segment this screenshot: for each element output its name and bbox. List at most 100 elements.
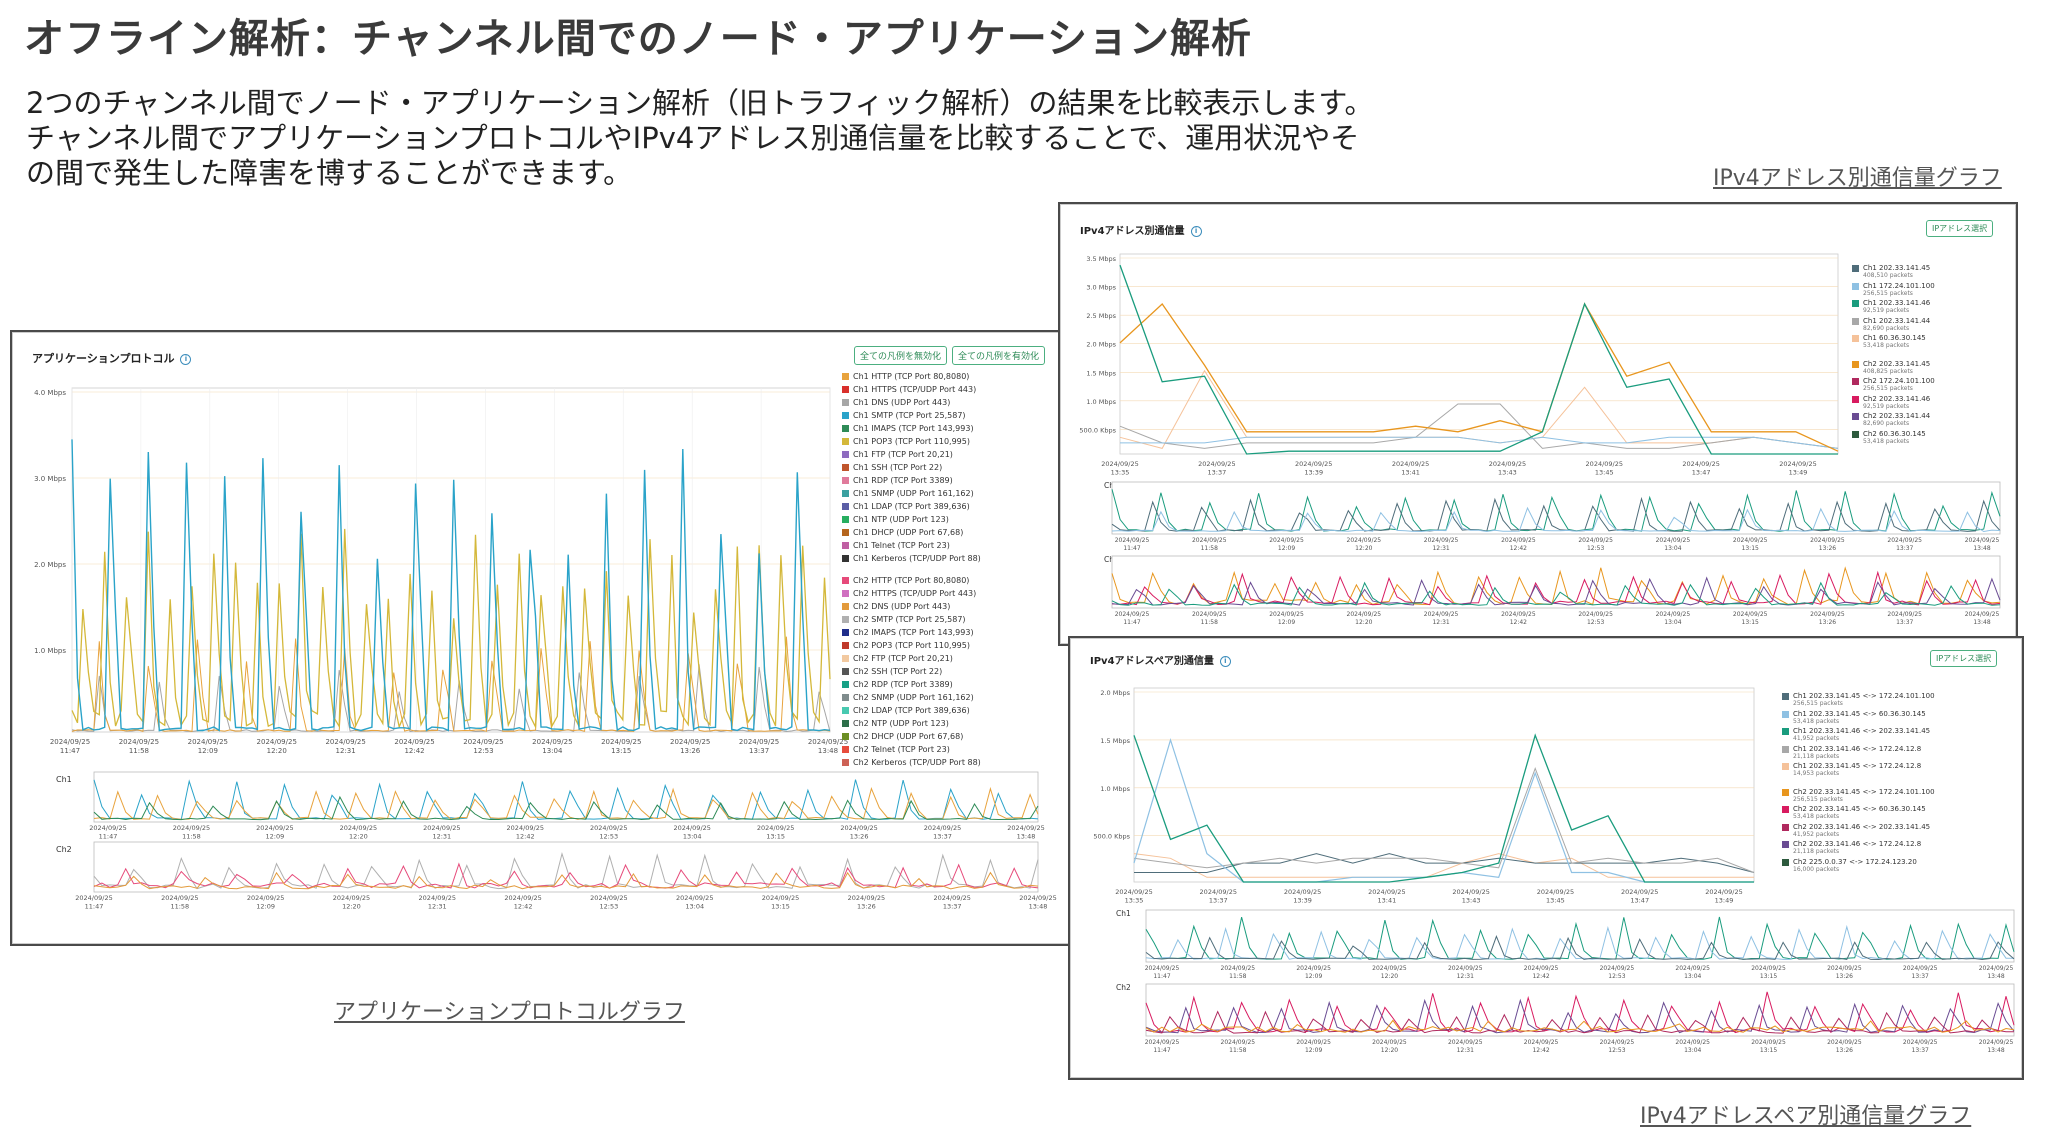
legend-item[interactable]: Ch1 SMTP (TCP Port 25,587) [842,411,981,424]
ch1-mini-x-tick-time-label: 13:26 [1819,545,1836,552]
ch1-mini-x-tick-time-label: 11:47 [99,833,118,841]
ch2-mini-x-tick-time-label: 13:15 [1760,1047,1777,1054]
legend-item[interactable]: Ch1 172.24.101.100 256,515 packets [1852,282,1935,300]
caption-app-graph: アプリケーションプロトコルグラフ [334,1000,685,1025]
ch1-mini-x-tick-time-label: 11:47 [1123,545,1140,552]
legend-item[interactable]: Ch1 IMAPS (TCP Port 143,993) [842,424,981,437]
ch2-mini-x-tick-date-label: 2024/09/25 [1448,1039,1483,1046]
legend-item[interactable]: Ch2 225.0.0.37 <-> 172.24.123.20 16,000 p… [1782,858,1935,876]
ch2-mini-x-tick-date-label: 2024/09/25 [1424,611,1459,618]
legend-item[interactable]: Ch1 RDP (TCP Port 3389) [842,476,981,489]
legend-item[interactable]: Ch1 202.33.141.46 <-> 172.24.12.8 21,118 … [1782,745,1935,763]
legend-swatch [1782,806,1789,813]
legend-item[interactable]: Ch2 DHCP (UDP Port 67,68) [842,732,981,745]
legend-item[interactable]: Ch2 202.33.141.46 <-> 202.33.141.45 41,95… [1782,823,1935,841]
legend-swatch [1852,378,1859,385]
caption-pair-graph: IPv4アドレスペア別通信量グラフ [1640,1104,1972,1129]
info-icon[interactable]: i [1219,655,1231,667]
legend-label: Ch1 POP3 (TCP Port 110,995) [853,437,970,446]
legend-item[interactable]: Ch2 Telnet (TCP Port 23) [842,745,981,758]
ch1-mini-x-tick-time-label: 12:09 [1278,545,1295,552]
ch2-mini-x-tick-date-label: 2024/09/25 [1115,611,1150,618]
legend-item[interactable]: Ch2 POP3 (TCP Port 110,995) [842,641,981,654]
pair-x-tick-date-label: 2024/09/25 [1284,888,1321,896]
legend-item[interactable]: Ch2 SSH (TCP Port 22) [842,667,981,680]
legend-item[interactable]: Ch1 202.33.141.45 <-> 60.36.30.145 53,418… [1782,710,1935,728]
legend-item[interactable]: Ch2 NTP (UDP Port 123) [842,719,981,732]
legend-item[interactable]: Ch2 HTTP (TCP Port 80,8080) [842,576,981,589]
legend-item[interactable]: Ch1 202.33.141.46 92,519 packets [1852,299,1935,317]
ch2-mini-x-tick-date-label: 2024/09/25 [590,894,627,902]
legend-item[interactable]: Ch2 RDP (TCP Port 3389) [842,680,981,693]
legend-item[interactable]: Ch2 202.33.141.45 <-> 172.24.101.100 256,… [1782,788,1935,806]
legend-item[interactable]: Ch1 POP3 (TCP Port 110,995) [842,437,981,450]
legend-label: Ch1 HTTPS (TCP/UDP Port 443) [853,385,977,394]
legend-label: Ch1 Telnet (TCP Port 23) [853,541,950,550]
legend-item[interactable]: Ch1 LDAP (TCP Port 389,636) [842,502,981,515]
ch2-mini-series-line [93,871,1039,890]
ch2-mini-x-tick-time-label: 13:48 [1987,1047,2004,1054]
legend-item[interactable]: Ch2 LDAP (TCP Port 389,636) [842,706,981,719]
legend-item[interactable]: Ch2 SMTP (TCP Port 25,587) [842,615,981,628]
ipv4-x-tick-date-label: 2024/09/25 [1392,460,1429,468]
legend-label: Ch2 172.24.101.100 256,515 packets [1863,377,1935,392]
ch2-mini-x-tick-date-label: 2024/09/25 [1019,894,1056,902]
legend-item[interactable]: Ch2 HTTPS (TCP/UDP Port 443) [842,589,981,602]
legend-item[interactable]: Ch1 Telnet (TCP Port 23) [842,541,981,554]
ip-select-button[interactable]: IPアドレス選択 [1930,650,1998,667]
legend-item[interactable]: Ch1 202.33.141.45 <-> 172.24.101.100 256,… [1782,692,1935,710]
ch2-mini-x-tick-time-label: 12:31 [428,903,447,911]
app-legend: Ch1 HTTP (TCP Port 80,8080) Ch1 HTTPS (TC… [842,372,981,771]
ch1-mini-x-tick-time-label: 12:42 [516,833,535,841]
legend-label: Ch1 202.33.141.45 <-> 172.24.12.8 14,953 … [1793,762,1922,777]
legend-item[interactable]: Ch2 FTP (TCP Port 20,21) [842,654,981,667]
ch2-mini-x-tick-time-label: 11:47 [1123,619,1140,626]
legend-item[interactable]: Ch2 202.33.141.46 92,519 packets [1852,395,1935,413]
legend-item[interactable]: Ch2 202.33.141.46 <-> 172.24.12.8 21,118 … [1782,840,1935,858]
ipv4-x-tick-date-label: 2024/09/25 [1779,460,1816,468]
legend-item[interactable]: Ch2 172.24.101.100 256,515 packets [1852,377,1935,395]
legend-item[interactable]: Ch2 202.33.141.44 82,690 packets [1852,412,1935,430]
legend-item[interactable]: Ch1 SNMP (UDP Port 161,162) [842,489,981,502]
ip-select-button[interactable]: IPアドレス選択 [1926,220,1994,237]
description-line: チャンネル間でアプリケーションプロトコルやIPv4アドレス別通信量を比較すること… [26,121,1360,155]
pair-x-tick-time-label: 13:43 [1462,897,1481,905]
legend-swatch [842,412,849,419]
app-series-line [71,439,831,732]
info-icon[interactable]: i [180,353,192,365]
legend-label: Ch2 202.33.141.46 92,519 packets [1863,394,1931,410]
ch2-mini-series-line [1145,998,2015,1034]
legend-item[interactable]: Ch2 DNS (UDP Port 443) [842,602,981,615]
legend-item[interactable]: Ch1 202.33.141.44 82,690 packets [1852,317,1935,335]
pair-x-tick-time-label: 13:35 [1125,897,1144,905]
app-y-tick: 4.0 Mbps [34,389,66,397]
legend-item[interactable]: Ch1 HTTP (TCP Port 80,8080) [842,372,981,385]
ch2-mini-x-tick-date-label: 2024/09/25 [1221,1039,1256,1046]
disable-all-legend-button[interactable]: 全ての凡例を無効化 [854,346,948,365]
legend-item[interactable]: Ch2 IMAPS (TCP Port 143,993) [842,628,981,641]
legend-item[interactable]: Ch2 202.33.141.45 <-> 60.36.30.145 53,418… [1782,805,1935,823]
legend-item[interactable]: Ch1 SSH (TCP Port 22) [842,463,981,476]
ch1-label: Ch1 [1116,909,1131,918]
legend-item[interactable]: Ch1 HTTPS (TCP/UDP Port 443) [842,385,981,398]
legend-item[interactable]: Ch2 60.36.30.145 53,418 packets [1852,430,1935,448]
pair-series-line [1133,766,1755,873]
legend-item[interactable]: Ch2 202.33.141.45 408,825 packets [1852,360,1935,378]
ipv4-plot-group: 3.5 Mbps 3.0 Mbps 2.5 Mbps 2.0 Mbps 1.5 Mbps… [1079,253,2001,626]
legend-item[interactable]: Ch1 DNS (UDP Port 443) [842,398,981,411]
ch2-label: Ch2 [1104,555,1119,564]
legend-swatch [842,681,849,688]
legend-item[interactable]: Ch1 60.36.30.145 53,418 packets [1852,334,1935,352]
legend-item[interactable]: Ch1 FTP (TCP Port 20,21) [842,450,981,463]
legend-item[interactable]: Ch1 NTP (UDP Port 123) [842,515,981,528]
legend-item[interactable]: Ch2 Kerberos (TCP/UDP Port 88) [842,758,981,771]
legend-item[interactable]: Ch1 202.33.141.46 <-> 202.33.141.45 41,95… [1782,727,1935,745]
ch1-mini-x-tick-date-label: 2024/09/25 [1827,965,1862,972]
legend-item[interactable]: Ch1 202.33.141.45 408,510 packets [1852,264,1935,282]
legend-item[interactable]: Ch2 SNMP (UDP Port 161,162) [842,693,981,706]
legend-item[interactable]: Ch1 202.33.141.45 <-> 172.24.12.8 14,953 … [1782,762,1935,780]
legend-item[interactable]: Ch1 DHCP (UDP Port 67,68) [842,528,981,541]
legend-item[interactable]: Ch1 Kerberos (TCP/UDP Port 88) [842,554,981,567]
info-icon[interactable]: i [1190,225,1202,237]
enable-all-legend-button[interactable]: 全ての凡例を有効化 [952,346,1046,365]
